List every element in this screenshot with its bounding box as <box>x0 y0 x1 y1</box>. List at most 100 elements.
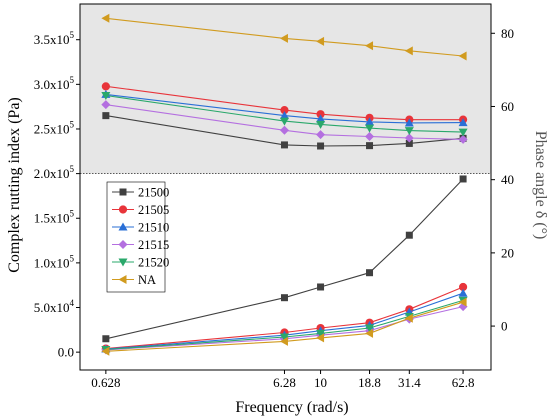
phase-line-21500 <box>105 115 464 147</box>
legend-item-21510: 21510 <box>112 221 169 235</box>
legend-label: 21500 <box>138 186 169 200</box>
phase-point-21520 <box>316 120 326 129</box>
x-tick-label: 6.28 <box>273 375 296 390</box>
y-left-tick-label: 1.5x105 <box>34 209 75 226</box>
legend-item-21500: 21500 <box>112 186 169 200</box>
legend: 21500 21505 21510 21515 21520 NA <box>106 181 169 293</box>
y-right-tick-label: 0 <box>501 319 508 334</box>
y-axis-right: 0 20 40 60 80 <box>491 26 514 334</box>
phase-point-21520 <box>279 117 289 126</box>
rutting-point-21510 <box>458 288 468 297</box>
rutting-point-NA <box>279 336 288 346</box>
series-21520 <box>101 92 468 354</box>
x-tick-label: 18.8 <box>358 375 381 390</box>
rutting-point-21520 <box>365 324 375 333</box>
legend-box <box>106 181 166 293</box>
phase-point-21520 <box>365 124 375 133</box>
rutting-point-21500 <box>102 335 110 343</box>
phase-line-21505 <box>105 85 464 121</box>
series-21500 <box>102 112 467 343</box>
y-left-tick-label: 3.5x105 <box>34 30 75 47</box>
y-left-tick-label: 3.0x105 <box>34 75 75 92</box>
rutting-line-21510 <box>105 292 464 350</box>
phase-point-21520 <box>404 127 414 136</box>
x-tick-label: 62.8 <box>452 375 475 390</box>
phase-point-21500 <box>366 142 374 150</box>
y-right-tick-label: 40 <box>501 172 514 187</box>
legend-item-NA: NA <box>112 273 156 287</box>
phase-point-21505 <box>316 110 325 119</box>
y-left-tick-label: 2.5x105 <box>34 119 75 136</box>
rutting-point-21500 <box>317 283 325 291</box>
phase-point-21510 <box>316 114 326 123</box>
y-left-tick-label: 1.0x105 <box>34 253 75 270</box>
plot-frame <box>79 3 492 371</box>
phase-point-21515 <box>404 133 414 143</box>
phase-point-NA <box>101 13 110 23</box>
series-NA <box>101 13 467 356</box>
phase-point-21515 <box>101 100 111 110</box>
y-right-tick-label: 80 <box>501 26 514 41</box>
legend-item-21515: 21515 <box>112 238 169 252</box>
legend-marker <box>119 188 127 196</box>
phase-line-NA <box>105 17 464 57</box>
legend-label: 21510 <box>138 221 169 235</box>
rutting-line-NA <box>105 301 464 352</box>
y-left-tick-label: 5.0x104 <box>34 298 75 315</box>
phase-line-21520 <box>105 94 464 133</box>
legend-marker <box>118 275 127 284</box>
rutting-line-21500 <box>105 178 464 340</box>
phase-line-21515 <box>105 104 464 140</box>
phase-point-NA <box>316 36 325 46</box>
phase-point-21515 <box>365 131 375 141</box>
rutting-point-21500 <box>459 175 467 183</box>
x-tick-label: 0.628 <box>91 375 120 390</box>
phase-point-21520 <box>101 92 111 100</box>
legend-label: 21515 <box>138 238 169 252</box>
series-layer <box>101 13 468 356</box>
phase-point-21515 <box>316 130 326 140</box>
rutting-point-21500 <box>405 231 413 239</box>
phase-point-21515 <box>279 125 289 135</box>
legend-label: 21520 <box>138 256 169 270</box>
rutting-point-21500 <box>366 269 374 277</box>
phase-point-21510 <box>365 117 375 126</box>
x-axis-title: Frequency (rad/s) <box>235 399 348 416</box>
legend-label: 21505 <box>138 203 169 217</box>
x-tick-label: 10 <box>314 375 327 390</box>
x-tick-label: 31.4 <box>398 375 421 390</box>
legend-marker <box>118 258 128 267</box>
phase-point-21510 <box>279 111 289 120</box>
legend-item-21520: 21520 <box>112 256 169 270</box>
y-axis-title-left: Complex rutting index (Pa) <box>6 97 23 273</box>
phase-point-21510 <box>404 118 414 127</box>
legend-item-21505: 21505 <box>112 203 169 217</box>
phase-point-NA <box>458 51 467 61</box>
phase-point-21510 <box>458 118 468 127</box>
legend-marker <box>118 222 128 231</box>
rutting-line-21515 <box>105 306 464 351</box>
legend-marker <box>118 240 128 249</box>
phase-line-21510 <box>105 93 464 124</box>
rutting-point-21500 <box>280 294 288 302</box>
y-right-tick-label: 60 <box>501 99 514 114</box>
y-axis-title-right: Phase angle δ (°) <box>532 131 549 240</box>
phase-point-NA <box>404 46 413 56</box>
x-axis: 0.628 6.28 10 18.8 31.4 62.8 <box>91 370 474 390</box>
y-axis-left: 0.0 5.0x104 1.0x105 1.5x105 2.0x105 2.5x105 3.… <box>34 30 80 360</box>
phase-point-21520 <box>458 128 468 137</box>
rutting-point-NA <box>101 346 110 356</box>
phase-point-21500 <box>317 142 325 150</box>
rutting-line-21505 <box>105 286 464 350</box>
phase-point-21500 <box>280 141 288 149</box>
phase-point-NA <box>365 41 374 51</box>
rutting-point-NA <box>404 313 413 323</box>
legend-label: NA <box>138 273 156 287</box>
rutting-point-21520 <box>316 329 326 338</box>
y-right-tick-label: 20 <box>501 245 514 260</box>
phase-point-21505 <box>280 106 289 115</box>
phase-point-21500 <box>102 112 110 120</box>
rutting-line-21520 <box>105 299 464 351</box>
rutting-point-21505 <box>458 282 468 292</box>
